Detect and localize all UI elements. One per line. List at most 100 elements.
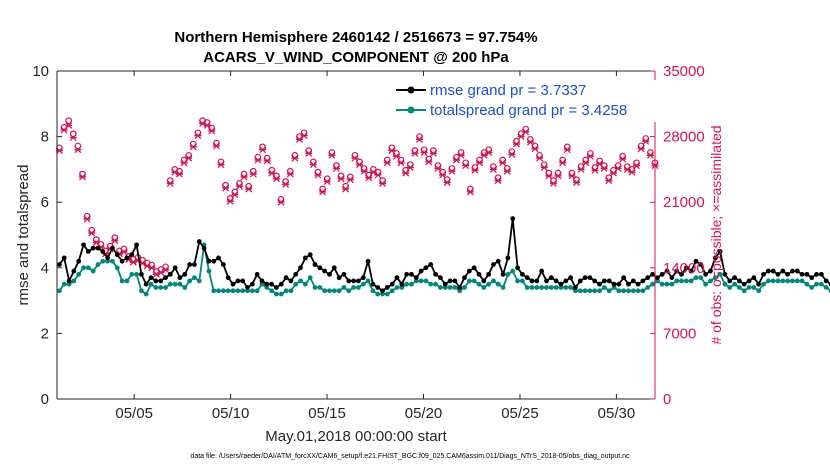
rmse-series-point (500, 271, 506, 277)
totalspread-series-point (409, 281, 414, 287)
totalspread-series-point (500, 285, 506, 290)
obs-assimilated-point (545, 172, 553, 180)
rmse-series-point (466, 268, 472, 274)
rmse-series-point (317, 265, 323, 271)
y-tick-label: 4 (41, 260, 49, 277)
totalspread-series-point (703, 281, 709, 287)
totalspread-series-point (302, 281, 308, 287)
rmse-series-point (510, 216, 516, 222)
totalspread-series-point (230, 288, 236, 294)
obs-assimilated-point (531, 145, 539, 153)
totalspread-series-point (356, 285, 361, 290)
totalspread-series-point (57, 288, 62, 294)
totalspread-series-point (187, 278, 193, 284)
totalspread-series-point (655, 278, 660, 284)
totalspread-series-point (124, 278, 130, 284)
obs-assimilated-point (291, 154, 299, 162)
totalspread-series-point (780, 278, 786, 284)
rmse-series-point (785, 271, 791, 277)
rmse-series-point (447, 278, 453, 284)
totalspread-series-point (317, 285, 323, 290)
obs-assimilated-point (120, 248, 128, 256)
totalspread-series-point (134, 271, 139, 277)
obs-assimilated-point (429, 150, 437, 157)
totalspread-series-point (708, 278, 713, 284)
totalspread-series-point (630, 288, 636, 294)
totalspread-series-point (293, 281, 299, 287)
rmse-series-point (741, 281, 747, 287)
obs-assimilated-point (245, 185, 253, 193)
rmse-series-point (119, 258, 125, 264)
obs-assimilated-point (457, 151, 465, 159)
totalspread-series-point (534, 285, 540, 290)
rmse-series-point (114, 252, 120, 258)
rmse-series-point (216, 255, 221, 261)
obs-assimilated-point (268, 169, 276, 177)
rmse-series-point (515, 265, 520, 271)
obs-assimilated-point (231, 191, 239, 199)
obs-possible-point (65, 117, 73, 125)
totalspread-series-point (664, 281, 670, 287)
rmse-series-point (105, 255, 111, 261)
totalspread-series-point (790, 278, 795, 284)
totalspread-series-point (539, 285, 545, 290)
obs-assimilated-point (309, 161, 317, 169)
totalspread-series-point (76, 271, 82, 277)
totalspread-series-point (413, 278, 419, 284)
rmse-series-point (384, 285, 390, 290)
rmse-series-point (442, 281, 448, 287)
obs-assimilated-point (411, 150, 419, 157)
rmse-series-point (71, 268, 77, 274)
rmse-series-point (163, 275, 168, 281)
rmse-series-point (659, 271, 665, 277)
rmse-series-point (375, 285, 381, 290)
totalspread-series-point (476, 281, 482, 287)
y2-tick-label: 28000 (663, 129, 705, 146)
totalspread-series-point (683, 278, 689, 284)
totalspread-series-point (756, 288, 762, 294)
rmse-series-point (172, 265, 178, 271)
y-tick-label: 0 (41, 391, 49, 408)
rmse-series-point (563, 278, 569, 284)
rmse-series-point (370, 281, 376, 287)
totalspread-series-point (794, 278, 800, 284)
rmse-series-point (90, 245, 96, 251)
totalspread-series-point (90, 268, 96, 274)
rmse-series-point (409, 271, 414, 277)
rmse-series-point (544, 278, 549, 284)
obs-assimilated-point (259, 146, 267, 154)
rmse-series-point (245, 285, 250, 290)
rmse-series-point (505, 255, 511, 261)
rmse-series-point (601, 278, 607, 284)
totalspread-series-point (220, 288, 226, 294)
totalspread-series-point (761, 281, 766, 287)
obs-assimilated-point (471, 166, 479, 174)
y-tick-label: 10 (32, 63, 49, 80)
totalspread-series-point (254, 288, 260, 294)
rmse-series-point (640, 278, 646, 284)
series-layer (57, 216, 830, 297)
obs-assimilated-point (379, 179, 387, 187)
rmse-series-point (809, 275, 815, 281)
obs-assimilated-point (416, 135, 424, 143)
obs-assimilated-point (540, 164, 548, 171)
totalspread-series-point (360, 281, 366, 287)
totalspread-series-point (592, 288, 598, 294)
rmse-series-point (293, 271, 299, 277)
totalspread-series-point (192, 275, 197, 281)
rmse-series-point (153, 278, 159, 284)
totalspread-series-point (736, 285, 742, 290)
rmse-series-point (664, 268, 670, 274)
totalspread-series-point (727, 285, 733, 290)
totalspread-series-point (394, 285, 400, 290)
obs-assimilated-point (83, 215, 91, 223)
obs-assimilated-point (605, 177, 613, 185)
totalspread-series-point (495, 281, 501, 287)
rmse-series-point (206, 258, 212, 264)
rmse-series-point (587, 275, 593, 281)
rmse-series-point (380, 288, 385, 294)
totalspread-series-point (679, 278, 684, 284)
totalspread-series-point (433, 281, 438, 287)
rmse-series-point (693, 258, 699, 264)
obs-assimilated-point (222, 184, 230, 192)
